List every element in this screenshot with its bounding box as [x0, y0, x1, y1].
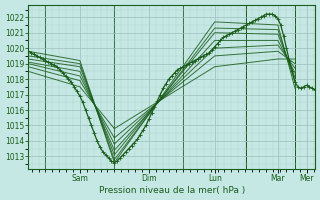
X-axis label: Pression niveau de la mer( hPa ): Pression niveau de la mer( hPa ): [99, 186, 245, 195]
